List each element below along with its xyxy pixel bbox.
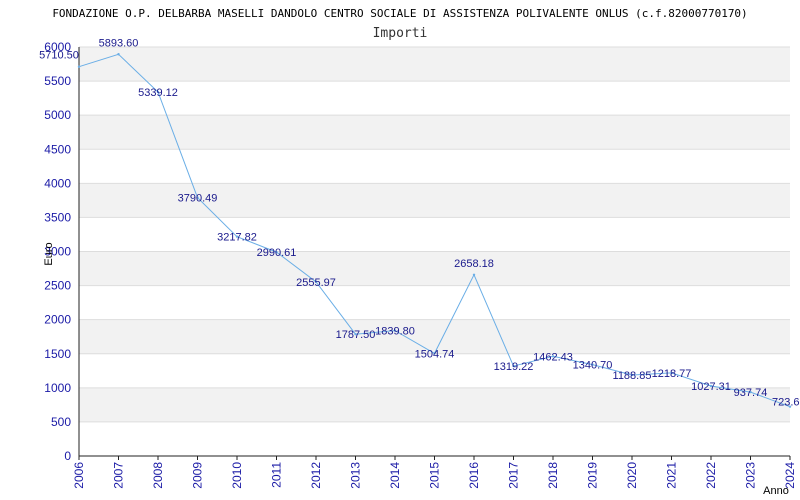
- data-point: [156, 90, 160, 94]
- data-point: [314, 280, 318, 283]
- data-point: [77, 65, 81, 68]
- x-tick-label: 2006: [72, 462, 86, 489]
- x-tick-label: 2017: [507, 462, 521, 489]
- x-tick-label: 2024: [783, 462, 797, 489]
- y-tick-label: 500: [51, 415, 71, 429]
- grid-band: [79, 47, 790, 82]
- data-label: 1218.77: [652, 368, 692, 380]
- y-tick-label: 2000: [44, 313, 71, 327]
- y-tick-label: 1500: [44, 347, 71, 361]
- chart-title: FONDAZIONE O.P. DELBARBA MASELLI DANDOLO…: [52, 7, 747, 20]
- data-point: [670, 371, 673, 375]
- y-tick-label: 3000: [44, 245, 71, 259]
- data-point: [354, 332, 357, 336]
- y-tick-label: 0: [64, 449, 71, 463]
- data-label: 3217.82: [217, 232, 257, 244]
- data-point: [749, 390, 752, 394]
- data-point: [275, 250, 278, 254]
- x-tick-label: 2016: [467, 462, 481, 489]
- x-tick-label: 2011: [270, 462, 284, 488]
- grid-band: [79, 319, 790, 354]
- y-tick-label: 1000: [44, 381, 71, 395]
- data-point: [117, 53, 120, 56]
- chart-subtitle: Importi: [373, 26, 428, 41]
- data-label: 723.6: [772, 397, 800, 409]
- axes: [78, 47, 791, 460]
- y-tick-label: 5500: [44, 74, 71, 88]
- x-tick-label: 2022: [704, 462, 718, 489]
- data-label: 1319.22: [494, 361, 534, 373]
- data-point: [630, 373, 634, 377]
- x-tick-label: 2013: [349, 462, 363, 489]
- grid-band: [79, 115, 790, 150]
- x-tick-label: 2009: [191, 462, 205, 489]
- x-tick-label: 2018: [546, 462, 560, 489]
- data-label: 2658.18: [454, 258, 494, 270]
- data-point: [788, 405, 792, 408]
- y-tick-label: 5000: [44, 108, 71, 122]
- y-tick-label: 6000: [44, 40, 71, 54]
- data-label: 2990.61: [257, 247, 297, 259]
- data-point: [551, 355, 555, 358]
- data-point: [196, 196, 199, 199]
- x-tick-label: 2021: [665, 462, 679, 489]
- x-axis-label: Anno: [763, 485, 789, 497]
- x-tick-label: 2007: [112, 462, 126, 489]
- y-tick-label: 2500: [44, 279, 71, 293]
- y-tick-label: 3500: [44, 210, 71, 224]
- data-label: 1340.70: [573, 360, 613, 372]
- grid-band: [79, 183, 790, 218]
- x-tick-label: 2010: [230, 462, 244, 489]
- data-label: 5893.60: [99, 37, 139, 49]
- data-labels: 5710.50 5893.60 5339.12 3790.49 3217.822990.…: [39, 37, 799, 408]
- x-tick-label: 2023: [744, 462, 758, 489]
- y-axis-label: Euro: [43, 242, 55, 265]
- y-tick-label: 4500: [44, 142, 71, 156]
- data-label: 1027.31: [691, 381, 731, 393]
- x-tick-label: 2015: [428, 462, 442, 489]
- data-point: [512, 364, 515, 368]
- grid-lines: [79, 46, 790, 457]
- x-tick-label: 2008: [151, 462, 165, 489]
- data-label: 3790.49: [178, 193, 218, 205]
- x-tick-label: 2014: [388, 462, 402, 489]
- data-label: 937.74: [734, 387, 768, 399]
- data-label: 5339.12: [138, 87, 178, 99]
- data-label: 1839.80: [375, 326, 415, 338]
- grid-bands: [79, 47, 790, 422]
- data-point: [235, 235, 239, 238]
- x-tick-label: 2019: [586, 462, 600, 489]
- data-point: [472, 273, 476, 277]
- x-tick-label: 2012: [309, 462, 323, 489]
- grid-band: [79, 251, 790, 286]
- y-axis-ticks: 0 500 1000 1500 2000 2500 3000 3500 4000 4500 5000…: [44, 40, 71, 463]
- grid-band: [79, 387, 790, 422]
- data-point: [393, 329, 397, 332]
- x-tick-label: 2020: [625, 462, 639, 489]
- data-label: 1188.85: [613, 370, 652, 382]
- data-points: [77, 53, 792, 408]
- data-label: 5710.50: [39, 50, 79, 62]
- data-point: [433, 352, 436, 355]
- y-tick-label: 4000: [44, 176, 71, 190]
- data-label: 2555.97: [296, 277, 336, 289]
- data-label: 1462.43: [533, 351, 573, 363]
- data-point: [709, 384, 713, 388]
- x-axis-ticks: 2006 2007 2008 2009 2010 2011 2012 2013 2014 2015…: [72, 462, 797, 489]
- data-label: 1787.50: [336, 329, 376, 341]
- data-label: 1504.74: [415, 348, 455, 360]
- data-point: [591, 363, 594, 366]
